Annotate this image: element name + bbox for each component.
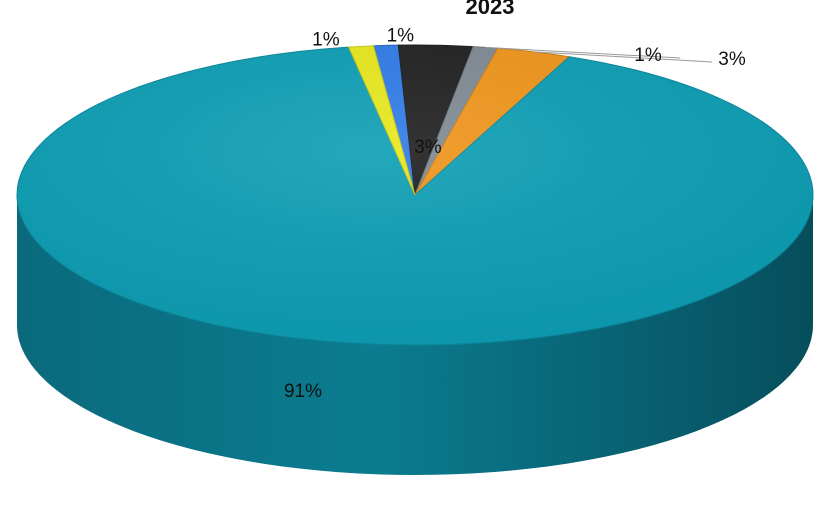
slice-label-4: 3% — [718, 49, 746, 70]
chart-title: 2023 — [466, 0, 515, 19]
pie-slices — [17, 45, 813, 345]
slice-label-1: 1% — [387, 25, 415, 46]
slice-label-2: 3% — [414, 137, 442, 158]
slice-label-6: 1% — [312, 29, 340, 50]
slice-label-3: 1% — [634, 45, 662, 66]
slice-label-5: 91% — [284, 381, 322, 402]
